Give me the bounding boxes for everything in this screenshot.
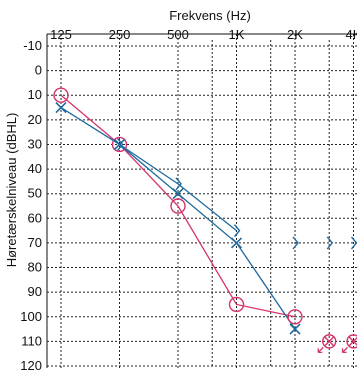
- no-response-marker: [322, 334, 337, 349]
- y-tick-label: 30: [28, 136, 42, 151]
- no-response-cross: [324, 336, 335, 347]
- circle-marker: [170, 198, 186, 214]
- no-response-marker: [346, 334, 357, 349]
- y-tick-label: 70: [28, 235, 42, 250]
- series-line-2: [119, 143, 237, 232]
- x-tick-label: 1K: [229, 27, 245, 42]
- bracket-marker: [326, 236, 334, 250]
- y-tick-label: 120: [20, 358, 42, 373]
- grid-layer: [46, 33, 357, 368]
- bracket-marker: [175, 177, 182, 191]
- y-tick-label: -10: [23, 38, 42, 53]
- y-tick-label: 60: [28, 210, 42, 225]
- y-tick-label: 50: [28, 186, 42, 201]
- no-response-arrow: [341, 346, 348, 354]
- y-tick-label: 80: [28, 260, 42, 275]
- y-tick-label: 90: [28, 284, 42, 299]
- bracket-marker: [233, 224, 241, 238]
- circle-marker: [53, 87, 69, 103]
- y-tick-label: 40: [28, 161, 42, 176]
- cross-marker: [289, 323, 301, 335]
- circle-marker: [228, 296, 245, 313]
- series-line-0: [60, 94, 296, 318]
- y-tick-label: 110: [21, 333, 42, 348]
- cross-marker: [55, 101, 67, 114]
- x-tick-label: 250: [109, 27, 131, 42]
- circle-marker: [287, 309, 303, 325]
- y-tick-label: 20: [28, 112, 42, 127]
- x-tick-label: 500: [167, 27, 189, 42]
- bracket-marker: [292, 236, 299, 250]
- x-tick-label: 125: [50, 27, 72, 42]
- cross-marker: [172, 188, 184, 200]
- cross-marker: [113, 138, 126, 151]
- x-tick-label: 2K: [287, 27, 303, 42]
- tick-layer: -10 0 10 20 30 40 50 60 70 80 90 100 110 120 125 250 500…: [20, 27, 357, 373]
- x-axis-title: Frekvens (Hz): [169, 8, 251, 23]
- bracket-marker: [116, 138, 124, 151]
- y-tick-label: 10: [28, 87, 42, 102]
- y-tick-label: 100: [20, 309, 42, 324]
- circle-marker: [111, 136, 128, 153]
- no-response-arrow: [317, 346, 324, 354]
- x-tick-label: 4K: [346, 27, 357, 42]
- y-tick-label: 0: [35, 63, 42, 78]
- cross-marker: [230, 237, 243, 249]
- y-axis-title: Høretærskelniveau (dBHL): [4, 113, 19, 268]
